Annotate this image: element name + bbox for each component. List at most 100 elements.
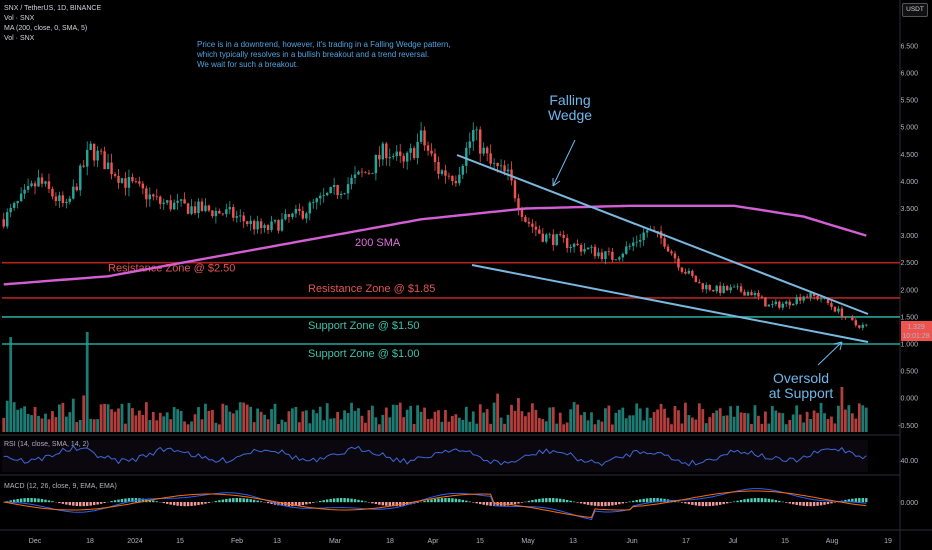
macd-histogram-bar	[392, 502, 395, 507]
macd-histogram-bar	[590, 502, 593, 506]
volume-bar	[666, 417, 670, 432]
macd-histogram-bar	[124, 498, 127, 503]
volume-bar	[739, 412, 743, 432]
volume-bar	[68, 412, 72, 432]
macd-histogram-bar	[204, 502, 207, 504]
candle-body	[179, 199, 183, 201]
macd-histogram-bar	[312, 502, 315, 503]
macd-histogram-bar	[256, 500, 259, 503]
y-tick-label: -0.500	[898, 423, 918, 430]
macd-histogram-bar	[753, 498, 757, 503]
macd-histogram-bar	[485, 502, 489, 506]
candle-body	[197, 201, 200, 214]
candle-body	[40, 177, 44, 184]
candle-body	[430, 150, 433, 154]
macd-histogram-bar	[364, 501, 367, 503]
volume-bar	[263, 414, 266, 432]
volume-bar	[805, 411, 809, 432]
volume-bar	[430, 418, 433, 432]
macd-histogram-bar	[767, 498, 771, 503]
candle-body	[47, 181, 51, 189]
candle-body	[89, 143, 92, 150]
candle-body	[865, 324, 868, 326]
candle-body	[312, 202, 315, 204]
macd-histogram-bar	[85, 502, 89, 506]
volume-bar	[551, 407, 555, 432]
candle-body	[527, 221, 531, 224]
volume-bar	[336, 411, 340, 432]
candle-body	[461, 165, 465, 175]
candle-body	[851, 316, 854, 321]
macd-histogram-bar	[638, 499, 642, 503]
macd-histogram-bar	[451, 498, 454, 503]
volume-bar	[304, 410, 308, 432]
y-tick-label: 3.500	[900, 206, 918, 213]
volume-bar	[92, 419, 96, 432]
volume-bar	[106, 404, 110, 432]
volume-bar	[301, 411, 305, 432]
macd-histogram-bar	[746, 498, 750, 503]
volume-bar	[388, 417, 392, 432]
macd-histogram-bar	[541, 498, 545, 503]
volume-bar	[131, 408, 134, 432]
macd-histogram-bar	[489, 502, 492, 506]
volume-bar	[764, 411, 767, 432]
volume-bar	[273, 403, 277, 432]
volume-bar	[736, 405, 739, 432]
volume-bar	[85, 332, 89, 432]
volume-bar	[510, 404, 513, 432]
macd-histogram-bar	[781, 501, 785, 503]
candle-body	[837, 308, 840, 312]
macd-histogram-bar	[458, 499, 461, 503]
candle-body	[792, 303, 795, 306]
macd-histogram-bar	[562, 499, 565, 503]
macd-histogram-bar	[440, 498, 444, 503]
macd-histogram-bar	[447, 498, 451, 503]
macd-histogram-bar	[117, 499, 120, 503]
volume-bar	[353, 410, 357, 432]
macd-histogram-bar	[339, 498, 343, 503]
volume-bar	[659, 403, 663, 432]
candle-body	[433, 153, 437, 162]
volume-bar	[113, 411, 117, 432]
candle-body	[739, 286, 743, 292]
macd-histogram-bar	[833, 502, 837, 503]
macd-histogram-bar	[141, 498, 145, 503]
x-tick-label: May	[521, 538, 535, 545]
macd-histogram-bar	[816, 502, 819, 506]
y-tick-label: 4.000	[900, 179, 918, 186]
candle-body	[454, 181, 458, 184]
macd-histogram-bar	[426, 500, 430, 503]
volume-bar	[837, 405, 840, 432]
macd-histogram-bar	[826, 502, 830, 505]
macd-histogram-bar	[96, 502, 99, 505]
macd-histogram-bar	[465, 500, 468, 503]
macd-histogram-bar	[72, 502, 75, 506]
macd-histogram-bar	[336, 498, 339, 503]
macd-histogram-bar	[218, 500, 221, 503]
currency-button[interactable]: USDT	[902, 3, 928, 17]
volume-bar	[544, 421, 548, 432]
volume-bar	[23, 406, 26, 432]
volume-bar	[127, 403, 131, 432]
volume-bar	[684, 402, 687, 432]
macd-histogram-bar	[152, 500, 155, 503]
macd-histogram-bar	[531, 500, 534, 503]
volume-bar	[743, 412, 746, 432]
macd-histogram-bar	[9, 500, 12, 503]
x-tick-label: 15	[476, 538, 484, 545]
candle-body	[798, 297, 802, 301]
candle-body	[611, 251, 614, 260]
volume-bar	[391, 404, 395, 432]
wedge-label: Wedge	[548, 107, 592, 123]
y-tick-label: 3.000	[900, 233, 918, 240]
macd-histogram-bar	[89, 502, 92, 506]
macd-histogram-bar	[614, 502, 618, 505]
macd-histogram-bar	[165, 502, 169, 504]
volume-bar	[284, 421, 287, 432]
candle-body	[520, 209, 524, 217]
volume-bar	[371, 405, 374, 432]
candle-body	[795, 297, 798, 304]
